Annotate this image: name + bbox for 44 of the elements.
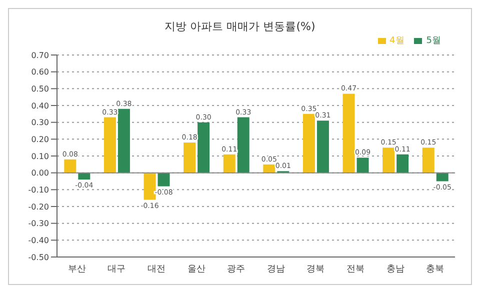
bar [436, 172, 448, 182]
bar [237, 117, 250, 173]
bar [223, 154, 236, 173]
x-tick-label: 울산 [187, 264, 206, 274]
bar [104, 117, 116, 173]
y-tick-label: 0.00 [31, 168, 49, 178]
bar [198, 122, 210, 173]
x-tick-label: 광주 [227, 264, 246, 274]
x-tick-label: 경남 [266, 264, 285, 274]
bar [422, 148, 434, 173]
y-tick-label: 0.50 [31, 84, 49, 94]
chart-title: 지방 아파트 매매가 변동률(%) [164, 19, 316, 34]
x-tick-label: 대구 [108, 264, 126, 274]
x-tick-label: 충북 [426, 264, 444, 274]
x-tick-label: 경북 [306, 264, 325, 274]
y-tick-label: -0.20 [28, 202, 49, 212]
x-tick-label: 전북 [346, 264, 364, 274]
y-tick-label: 0.10 [31, 152, 49, 161]
x-tick-label: 대전 [148, 264, 166, 274]
y-tick-label: 0.70 [31, 50, 49, 60]
bar [316, 120, 329, 173]
y-tick-label: -0.40 [28, 236, 49, 246]
legend-label: 5월 [426, 36, 441, 46]
x-tick-label: 부산 [68, 264, 86, 274]
bar [118, 108, 130, 173]
y-tick-label: 0.30 [31, 118, 49, 128]
bar [356, 158, 369, 173]
y-tick-label: 0.60 [31, 68, 49, 77]
legend-label: 4월 [390, 36, 404, 46]
y-tick-label: 0.20 [31, 135, 49, 144]
bar [64, 159, 76, 173]
bar [263, 164, 276, 173]
bar [184, 142, 196, 173]
y-tick-label: -0.30 [28, 219, 49, 228]
y-tick-label: 0.40 [31, 101, 49, 110]
bar [302, 114, 315, 173]
bar [342, 94, 355, 173]
bar [158, 172, 170, 186]
bar [396, 154, 409, 173]
x-tick-label: 충남 [386, 264, 404, 274]
y-tick-label: -0.10 [28, 186, 49, 195]
y-tick-label: -0.50 [28, 252, 49, 262]
bar [382, 148, 395, 173]
bar [144, 172, 156, 200]
